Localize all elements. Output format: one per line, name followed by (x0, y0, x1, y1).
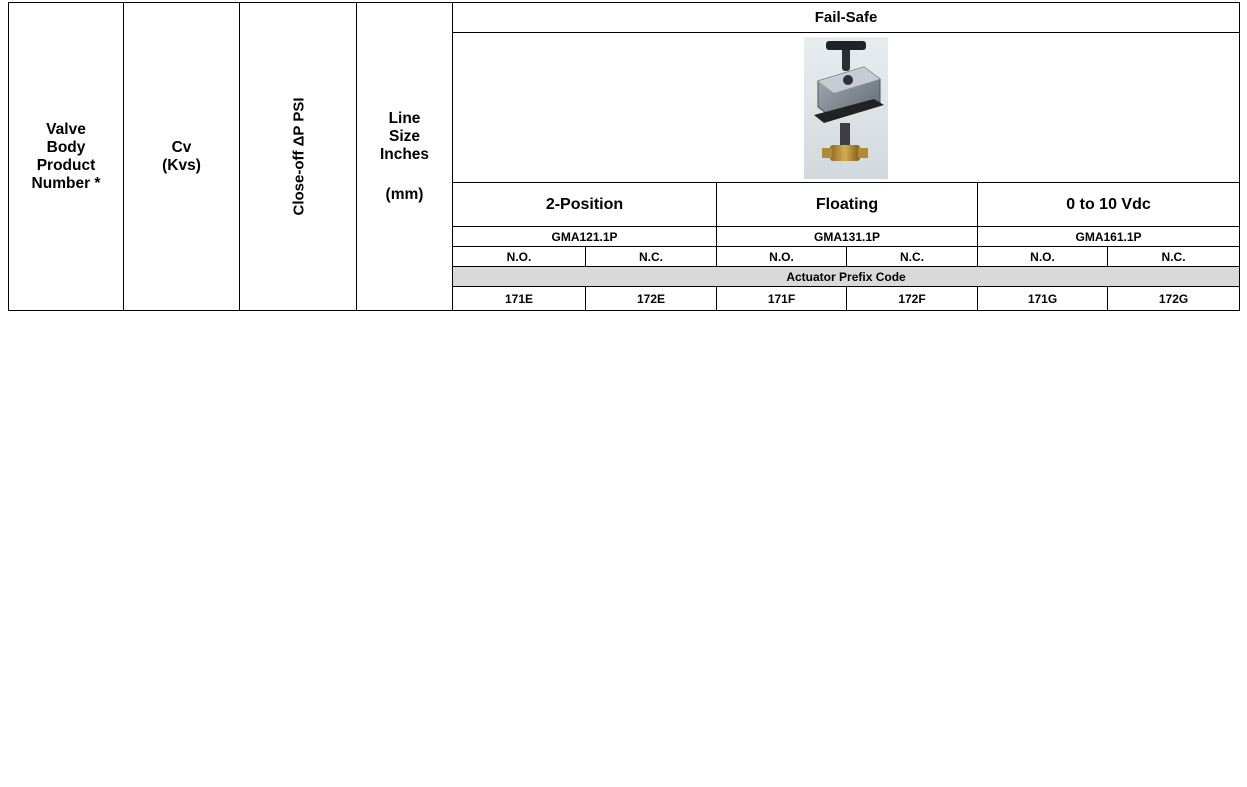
prefix-code: 172F (846, 286, 978, 311)
model-gma131: GMA131.1P (716, 226, 978, 247)
position-label: N.O. (452, 246, 586, 267)
prefix-code: 172E (585, 286, 717, 311)
cv-header: Cv (Kvs) (123, 2, 240, 311)
valve-actuator-table: Valve Body Product Number * Cv (Kvs) Close-… (8, 2, 1241, 311)
prefix-code-header: Actuator Prefix Code (451, 266, 1241, 287)
prefix-code: 171E (452, 286, 586, 311)
position-label: N.C. (1106, 246, 1241, 267)
group-name-floating: Floating (716, 182, 978, 227)
valve-body-header: Valve Body Product Number * (8, 2, 124, 311)
position-label: N.O. (716, 246, 847, 267)
group-name-2-position: 2-Position (452, 182, 717, 227)
fail-safe-header: Fail-Safe (451, 2, 1241, 33)
product-image-cell: 599-1031210 (9.0)200 psi1 (25)171E-10312… (451, 32, 1241, 183)
position-label: N.O. (977, 246, 1108, 267)
model-gma161: GMA161.1P (976, 226, 1241, 247)
line-size-header: Line Size Inches (mm) (356, 2, 453, 311)
valve-actuator-photo-icon: 599-1031210 (9.0)200 psi1 (25)171E-10312… (804, 36, 889, 179)
prefix-code: 171G (977, 286, 1108, 311)
model-gma121: GMA121.1P (452, 226, 717, 247)
position-label: N.C. (585, 246, 717, 267)
close-off-header: Close-off ΔP PSI (239, 2, 357, 311)
prefix-code: 171F (716, 286, 847, 311)
prefix-code: 172G (1106, 286, 1241, 311)
position-label: N.C. (846, 246, 978, 267)
group-name-0-10vdc: 0 to 10 Vdc (976, 182, 1241, 227)
